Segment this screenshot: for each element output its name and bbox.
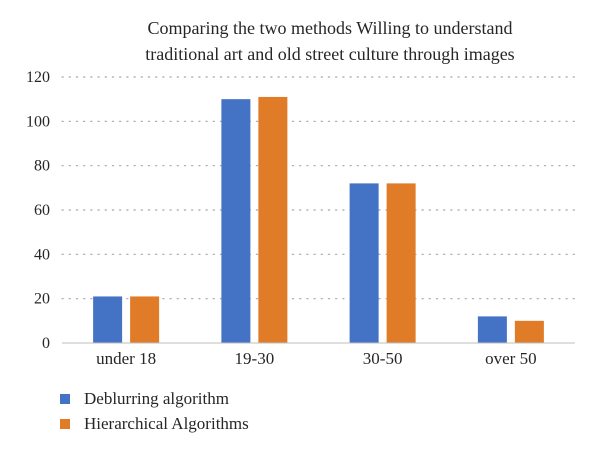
- x-category-label: 19-30: [235, 349, 275, 368]
- legend: Deblurring algorithm Hierarchical Algorit…: [60, 389, 249, 433]
- chart-title: Comparing the two methods Willing to und…: [145, 18, 514, 64]
- legend-swatch: [60, 419, 70, 429]
- y-tick-label: 80: [34, 158, 50, 175]
- bar-deblurring-0: [93, 296, 123, 343]
- bar-deblurring-1: [221, 99, 251, 344]
- y-axis-ticks: 0 20 40 60 80 100 120: [26, 69, 50, 352]
- x-category-label: over 50: [485, 349, 536, 368]
- y-tick-label: 120: [26, 69, 50, 86]
- legend-label: Deblurring algorithm: [84, 389, 229, 408]
- bar-deblurring-2: [349, 183, 379, 343]
- y-tick-label: 40: [34, 246, 50, 263]
- legend-label: Hierarchical Algorithms: [84, 414, 249, 433]
- bar-hierarchical-3: [514, 320, 544, 343]
- bar-hierarchical-0: [130, 296, 160, 343]
- y-tick-label: 60: [34, 202, 50, 219]
- bar-hierarchical-1: [258, 96, 288, 343]
- legend-swatch: [60, 394, 70, 404]
- chart-title-line-1: Comparing the two methods Willing to und…: [148, 18, 513, 38]
- x-category-label: under 18: [96, 349, 156, 368]
- x-category-label: 30-50: [363, 349, 403, 368]
- bar-deblurring-3: [477, 316, 507, 343]
- chart-title-line-2: traditional art and old street culture t…: [145, 44, 514, 64]
- bar-hierarchical-2: [386, 183, 416, 343]
- y-tick-label: 100: [26, 113, 50, 130]
- x-axis-categories: under 18 19-30 30-50 over 50: [96, 349, 536, 368]
- y-tick-label: 0: [42, 335, 50, 352]
- bars: [93, 96, 544, 344]
- gridlines: [61, 76, 576, 300]
- y-tick-label: 20: [34, 291, 50, 308]
